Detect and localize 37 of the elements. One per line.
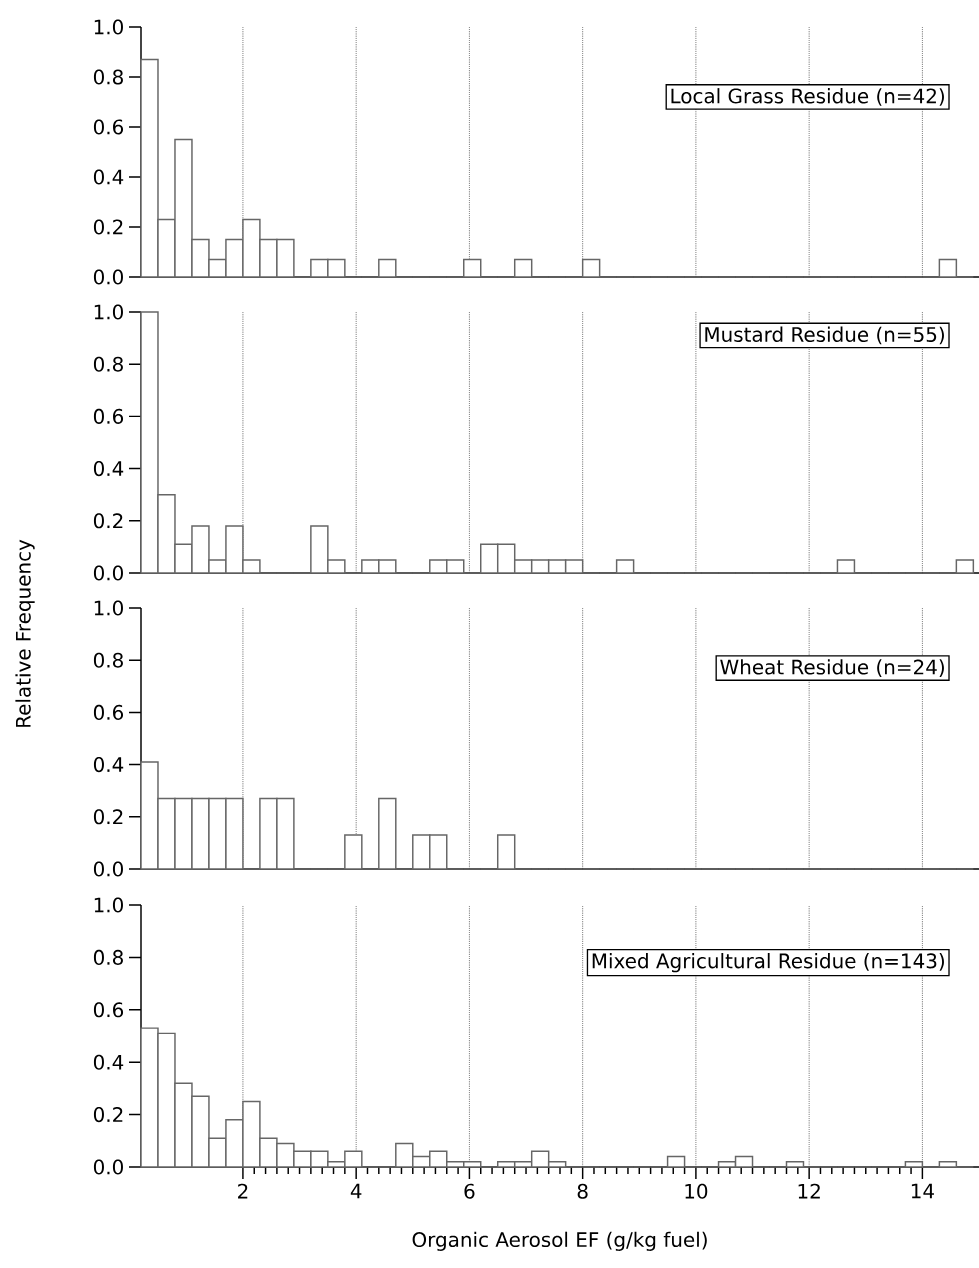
- y-tick-label: 0.6: [93, 119, 124, 135]
- x-axis-title: Organic Aerosol EF (g/kg fuel): [412, 1231, 707, 1251]
- y-tick-label: 0.0: [93, 269, 123, 285]
- y-tick-label: 0.0: [93, 1159, 123, 1175]
- y-tick-label: 1.0: [94, 19, 123, 35]
- y-tick-label: 0.2: [93, 219, 123, 235]
- y-tick-label: 1.0: [94, 897, 123, 913]
- text: Wheat Residue (n=24): [720, 659, 944, 677]
- x-tick-label: 12: [798, 1183, 820, 1199]
- y-tick-label: 0.2: [93, 1107, 123, 1123]
- x-tick-label: 14: [911, 1183, 934, 1199]
- text: Mustard Residue (n=55): [705, 326, 944, 345]
- y-tick-label: 0.8: [93, 356, 123, 372]
- y-tick-label: 0.4: [93, 461, 124, 477]
- y-tick-label: 0.8: [93, 69, 123, 85]
- y-tick-label: 0.4: [93, 169, 124, 185]
- y-tick-label: 0.6: [93, 1002, 124, 1018]
- y-tick-label: 0.6: [93, 408, 124, 424]
- y-tick-label: 0.2: [93, 513, 123, 529]
- y-tick-label: 0.0: [93, 861, 123, 877]
- y-tick-label: 0.4: [93, 757, 124, 773]
- y-tick-label: 1.0: [94, 600, 123, 616]
- x-tick-label: 8: [577, 1183, 588, 1199]
- y-tick-label: 0.8: [93, 652, 123, 668]
- x-tick-label: 10: [685, 1183, 708, 1199]
- x-tick-label: 2: [238, 1183, 248, 1199]
- y-axis-title: Relative Frequency: [15, 539, 35, 727]
- y-tick-label: 1.0: [94, 304, 123, 320]
- y-tick-label: 0.0: [93, 565, 123, 581]
- y-tick-label: 0.4: [93, 1054, 124, 1070]
- text: Local Grass Residue (n=42): [671, 88, 944, 106]
- x-tick-label: 6: [464, 1183, 475, 1199]
- y-tick-label: 0.6: [93, 704, 124, 720]
- x-tick-label: 4: [350, 1183, 362, 1199]
- y-tick-label: 0.8: [93, 949, 123, 965]
- y-tick-label: 0.2: [93, 809, 123, 825]
- text: Mixed Agricultural Residue (n=143): [592, 953, 944, 973]
